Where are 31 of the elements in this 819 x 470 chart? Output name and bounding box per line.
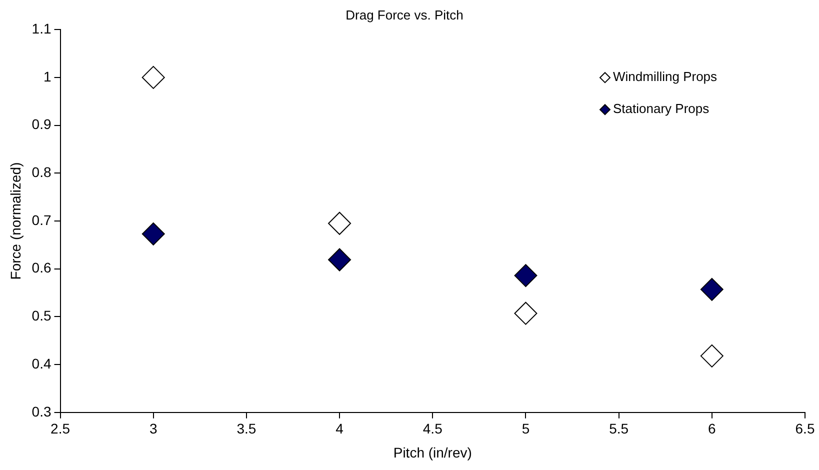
x-axis-title: Pitch (in/rev) <box>393 444 472 460</box>
legend-label: Windmilling Props <box>613 69 718 84</box>
x-tick-label: 2.5 <box>50 420 70 437</box>
y-tick-label: 0.5 <box>32 308 52 324</box>
y-tick-label: 0.8 <box>32 164 52 180</box>
point <box>328 212 352 235</box>
y-tick-label: 0.6 <box>32 260 52 276</box>
y-tick-label: 0.9 <box>32 116 52 132</box>
chart-title: Drag Force vs. Pitch <box>346 7 464 22</box>
point <box>700 344 724 368</box>
point <box>514 302 538 325</box>
x-tick-label: 4 <box>336 420 344 437</box>
x-tick-label: 5 <box>522 420 530 437</box>
x-tick-label: 4.5 <box>422 420 443 437</box>
x-tick-label: 3 <box>149 420 158 437</box>
point <box>514 264 538 288</box>
point <box>142 66 165 89</box>
y-tick-label: 0.3 <box>32 403 52 420</box>
y-tick-label: 0.7 <box>32 212 52 228</box>
point <box>328 248 352 272</box>
point <box>142 222 165 246</box>
x-tick-label: 6.5 <box>795 420 815 437</box>
y-tick-label: 1 <box>43 68 52 84</box>
legend-label: Stationary Props <box>613 101 710 116</box>
y-axis-title: Force (normalized) <box>7 162 24 280</box>
y-tick-label: 0.4 <box>32 355 52 372</box>
x-tick-label: 3.5 <box>236 420 256 437</box>
x-tick-label: 6 <box>708 420 716 437</box>
y-tick-label: 1.1 <box>32 20 52 36</box>
point <box>700 278 724 301</box>
x-tick-label: 5.5 <box>609 420 629 437</box>
